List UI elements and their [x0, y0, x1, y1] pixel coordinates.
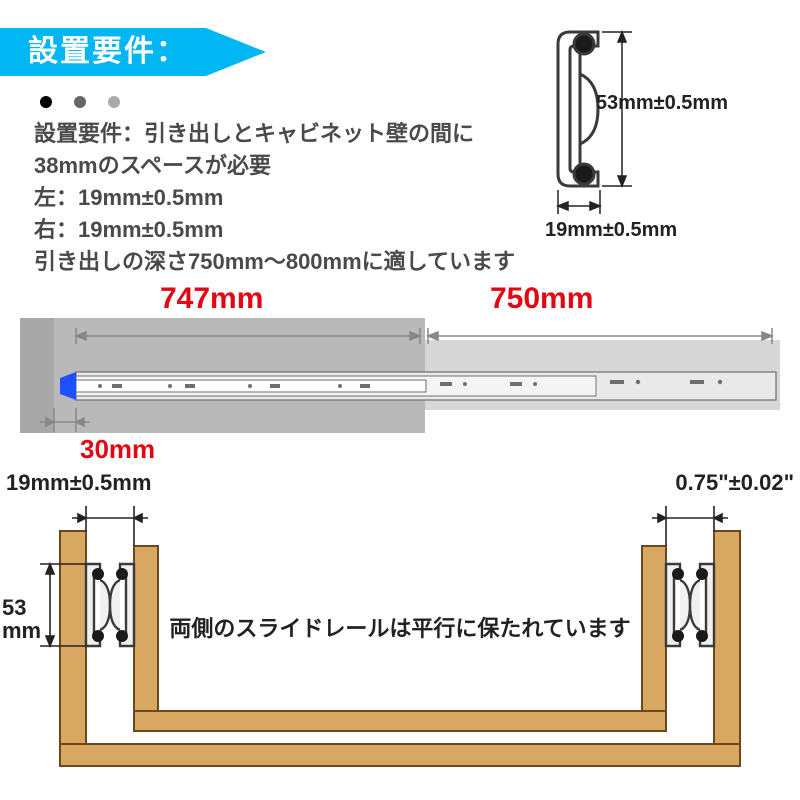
- decorative-dots: [40, 96, 120, 108]
- closed-length-label: 747mm: [160, 282, 263, 316]
- req-line: 右：19mm±0.5mm: [34, 214, 564, 246]
- dot: [40, 96, 52, 108]
- req-line: 左：19mm±0.5mm: [34, 182, 564, 214]
- drawer-cross-section: 19mm±0.5mm 0.75"±0.02" 53 mm 両側のスライドレールは…: [20, 476, 780, 776]
- banner-arrow: [206, 28, 266, 76]
- requirements-text: 設置要件：引き出しとキャビネット壁の間に 38mmのスペースが必要 左：19mm…: [34, 118, 564, 277]
- xsec-width-label: 19mm±0.5mm: [545, 219, 677, 242]
- offset-label: 30mm: [80, 434, 155, 465]
- rail-cross-section: 53mm±0.5mm 19mm±0.5mm: [540, 14, 730, 234]
- title-banner: 設置要件：: [0, 28, 266, 76]
- req-line: 38mmのスペースが必要: [34, 150, 564, 182]
- dot: [108, 96, 120, 108]
- xsec-height-label: 53mm±0.5mm: [596, 92, 728, 115]
- dot: [74, 96, 86, 108]
- parallel-note: 両側のスライドレールは平行に保たれています: [20, 611, 780, 643]
- left-gap-label: 19mm±0.5mm: [6, 470, 151, 496]
- open-length-label: 750mm: [490, 282, 593, 316]
- req-line: 設置要件：引き出しとキャビネット壁の間に: [34, 118, 564, 150]
- title-text: 設置要件：: [0, 28, 206, 76]
- extension-diagram: 747mm 750mm: [20, 318, 780, 468]
- right-gap-label: 0.75"±0.02": [675, 470, 794, 496]
- req-line: 引き出しの深さ750mm〜800mmに適しています: [34, 246, 564, 278]
